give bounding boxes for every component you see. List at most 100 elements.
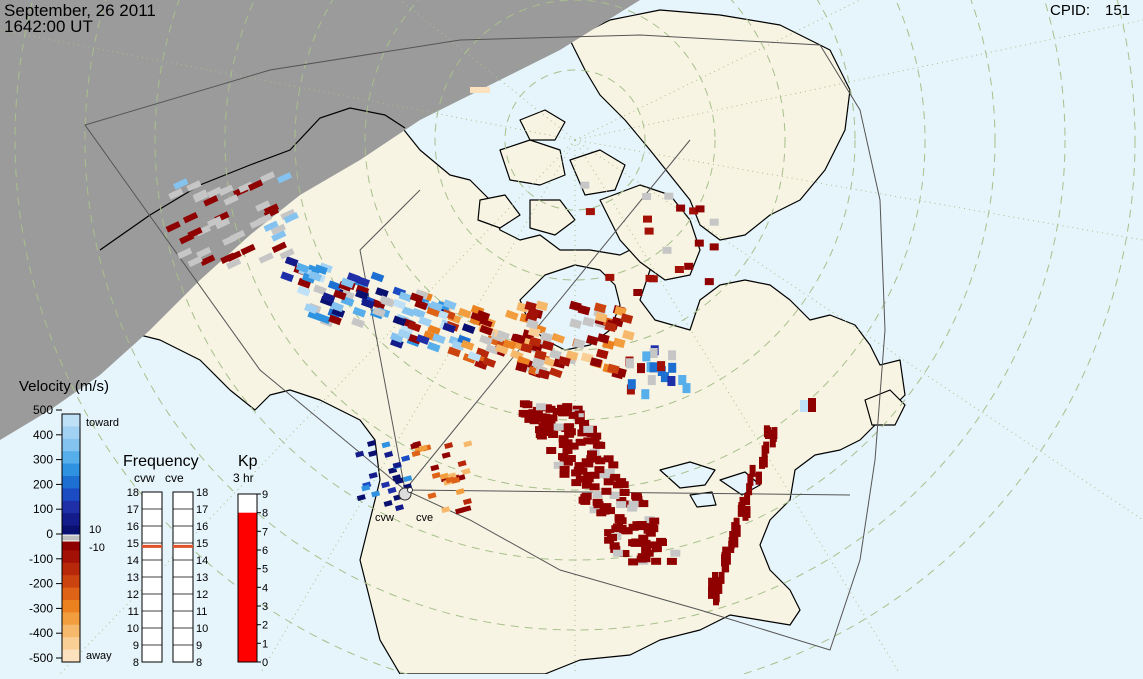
velocity-cell xyxy=(587,450,597,458)
velocity-cell xyxy=(585,335,599,346)
velocity-cell xyxy=(771,427,778,440)
velocity-cell xyxy=(528,336,542,348)
frequency-tick-label: 18 xyxy=(196,487,208,499)
velocity-cell xyxy=(595,348,609,360)
velocity-cell xyxy=(756,471,762,484)
velocity-cell xyxy=(381,481,391,489)
velocity-cell xyxy=(601,487,612,495)
velocity-cell xyxy=(607,363,620,375)
velocity-color-step xyxy=(62,488,80,502)
velocity-cell xyxy=(620,313,634,324)
velocity-cell xyxy=(569,318,582,329)
velocity-cell xyxy=(534,349,547,361)
kp-tick-label: 2 xyxy=(262,620,268,632)
velocity-cell xyxy=(426,341,441,353)
date-label: September, 26 2011 xyxy=(4,1,156,20)
velocity-cell xyxy=(708,577,715,590)
velocity-cell xyxy=(418,444,428,452)
velocity-cell xyxy=(568,442,579,450)
velocity-cell xyxy=(416,334,430,345)
velocity-cell xyxy=(255,200,271,212)
frequency-tick-label: 13 xyxy=(196,572,208,584)
frequency-tick-label: 16 xyxy=(127,521,139,533)
velocity-cell xyxy=(610,545,621,553)
velocity-cell xyxy=(505,309,519,321)
velocity-color-step xyxy=(62,438,80,452)
velocity-cell xyxy=(165,221,181,233)
velocity-cell xyxy=(203,195,219,207)
velocity-cell xyxy=(721,560,728,573)
velocity-color-step xyxy=(62,451,80,465)
velocity-cell xyxy=(619,489,630,496)
velocity-tick-label: 500 xyxy=(33,403,53,417)
velocity-cell xyxy=(559,470,570,478)
velocity-cell xyxy=(572,405,583,413)
velocity-cell xyxy=(549,349,562,360)
velocity-cell xyxy=(604,469,615,476)
frequency-tick-label: 9 xyxy=(196,640,202,652)
velocity-cell xyxy=(220,252,236,264)
velocity-cell xyxy=(608,461,619,469)
velocity-cell xyxy=(666,557,677,565)
velocity-cell xyxy=(297,277,312,289)
velocity-cell xyxy=(532,406,543,414)
velocity-cell xyxy=(351,317,365,329)
velocity-cell xyxy=(392,315,407,327)
velocity-cell xyxy=(187,255,203,268)
velocity-cell xyxy=(519,400,530,408)
velocity-cell xyxy=(479,324,494,336)
kp-value-fill xyxy=(238,512,257,662)
velocity-cell xyxy=(670,549,681,557)
velocity-cell xyxy=(394,477,404,485)
velocity-color-step xyxy=(62,500,80,514)
velocity-cell xyxy=(485,343,499,355)
velocity-cell xyxy=(403,475,413,483)
velocity-cell xyxy=(304,303,318,314)
velocity-cell xyxy=(525,318,539,330)
velocity-cell xyxy=(765,427,771,439)
velocity-cell xyxy=(467,351,482,362)
velocity-cell xyxy=(581,458,592,466)
velocity-cell xyxy=(407,321,422,333)
velocity-cell xyxy=(327,280,342,292)
velocity-cell xyxy=(599,471,610,479)
velocity-cell xyxy=(627,379,636,390)
velocity-cell xyxy=(607,534,617,541)
velocity-cell xyxy=(744,493,751,506)
velocity-cell xyxy=(589,471,600,479)
frequency-radar-label-cvw: cvw xyxy=(134,471,155,485)
velocity-cell xyxy=(527,326,541,338)
velocity-cell xyxy=(713,593,719,606)
velocity-cell xyxy=(470,87,490,93)
kp-tick-label: 9 xyxy=(262,489,268,501)
frequency-tick-label: 14 xyxy=(196,555,208,567)
velocity-cell xyxy=(280,208,296,221)
velocity-cell xyxy=(694,239,704,247)
velocity-cell xyxy=(478,318,493,329)
velocity-cell xyxy=(341,289,355,301)
velocity-cell xyxy=(411,450,421,458)
velocity-cell xyxy=(626,358,634,369)
velocity-tick-label: 0 xyxy=(46,527,53,541)
velocity-tick-label: -500 xyxy=(29,651,53,665)
kp-bar-group: 9 8 7 6 5 4 3 2 1 0 xyxy=(237,489,268,669)
velocity-cell xyxy=(427,324,441,336)
velocity-cell xyxy=(441,451,451,459)
velocity-color-step xyxy=(62,637,80,651)
velocity-cell xyxy=(361,484,371,492)
frequency-title: Frequency xyxy=(123,453,199,470)
velocity-cell xyxy=(684,262,694,270)
velocity-cell xyxy=(328,314,342,326)
velocity-cell xyxy=(223,194,239,206)
velocity-cell xyxy=(589,437,600,445)
velocity-cell xyxy=(747,473,754,486)
velocity-cell xyxy=(540,331,553,343)
velocity-cell xyxy=(728,541,735,553)
velocity-cell xyxy=(535,300,549,312)
velocity-cell xyxy=(429,300,444,312)
kp-tick-label: 5 xyxy=(262,564,268,576)
velocity-cell xyxy=(457,460,467,468)
alaska-coast xyxy=(99,107,406,251)
velocity-cell xyxy=(640,539,651,547)
velocity-cell xyxy=(738,502,745,514)
